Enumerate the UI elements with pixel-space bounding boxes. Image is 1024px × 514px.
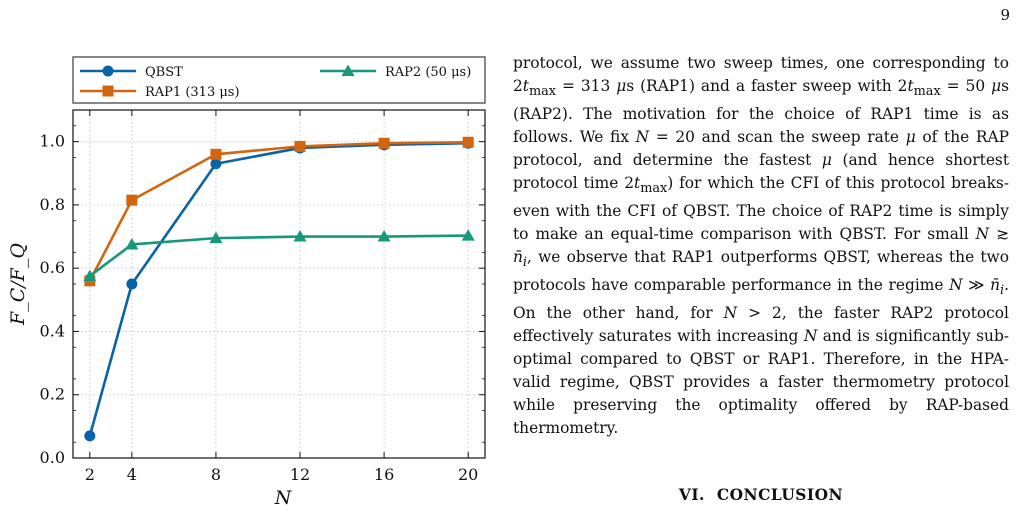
series-line-1 <box>88 140 469 282</box>
x-tick-label-3: 12 <box>290 465 310 484</box>
x-tick-label-4: 16 <box>374 465 394 484</box>
x-tick-label-1: 4 <box>127 465 137 484</box>
x-axis-label: N <box>274 487 293 509</box>
legend-marker-0 <box>102 65 114 77</box>
y-tick-label-2: 0.4 <box>40 321 65 340</box>
series-2-point-5 <box>461 229 475 241</box>
legend-marker-1 <box>102 85 114 97</box>
x-tick-label-5: 20 <box>458 465 478 484</box>
y-axis-label: F_C/F_Q <box>7 243 29 326</box>
series-1-point-1 <box>126 194 138 206</box>
figure-line-chart: 2 4 8 12 16 20 0.0 0.2 0.4 0.6 0.8 1.0 QBST RAP1 (313… <box>0 0 500 514</box>
chart-svg: 2 4 8 12 16 20 0.0 0.2 0.4 0.6 0.8 1.0 QBST RAP1 (313… <box>7 56 486 509</box>
legend-label-2: RAP2 (50 μs) <box>385 65 471 80</box>
series-1-point-2 <box>210 148 222 160</box>
legend-box <box>72 56 486 104</box>
legend-label-1: RAP1 (313 μs) <box>145 85 240 100</box>
y-tick-label-4: 0.8 <box>40 195 65 214</box>
x-tick-label-0: 2 <box>85 465 95 484</box>
y-tick-label-1: 0.2 <box>40 385 65 404</box>
series-1-point-3 <box>294 140 306 152</box>
series-line-0 <box>88 141 469 437</box>
series-line-2 <box>89 234 469 278</box>
series-1-point-4 <box>378 137 390 149</box>
section-number: VI. <box>678 486 705 504</box>
series-2-point-3 <box>293 230 307 242</box>
series-2-point-0 <box>83 269 97 282</box>
section-title: CONCLUSION <box>716 486 844 504</box>
page-number: 9 <box>1000 6 1010 24</box>
section-heading: VI. CONCLUSION <box>513 486 1009 504</box>
series-1-point-5 <box>462 136 474 148</box>
y-tick-label-3: 0.6 <box>40 258 65 277</box>
series-0-point-2 <box>210 158 222 170</box>
series-2-point-1 <box>125 237 139 250</box>
legend-label-0: QBST <box>145 65 183 80</box>
plot-frame <box>72 109 486 459</box>
series-2-point-2 <box>209 231 223 244</box>
x-tick-label-2: 8 <box>211 465 221 484</box>
series-0-point-0 <box>84 430 96 442</box>
series-0-point-1 <box>126 278 138 290</box>
body-paragraph: protocol, we assume two sweep times, one… <box>513 54 1010 438</box>
series-2-point-4 <box>377 230 391 242</box>
legend-marker-2 <box>341 64 355 76</box>
y-tick-label-5: 1.0 <box>40 132 65 151</box>
y-tick-label-0: 0.0 <box>40 448 65 467</box>
